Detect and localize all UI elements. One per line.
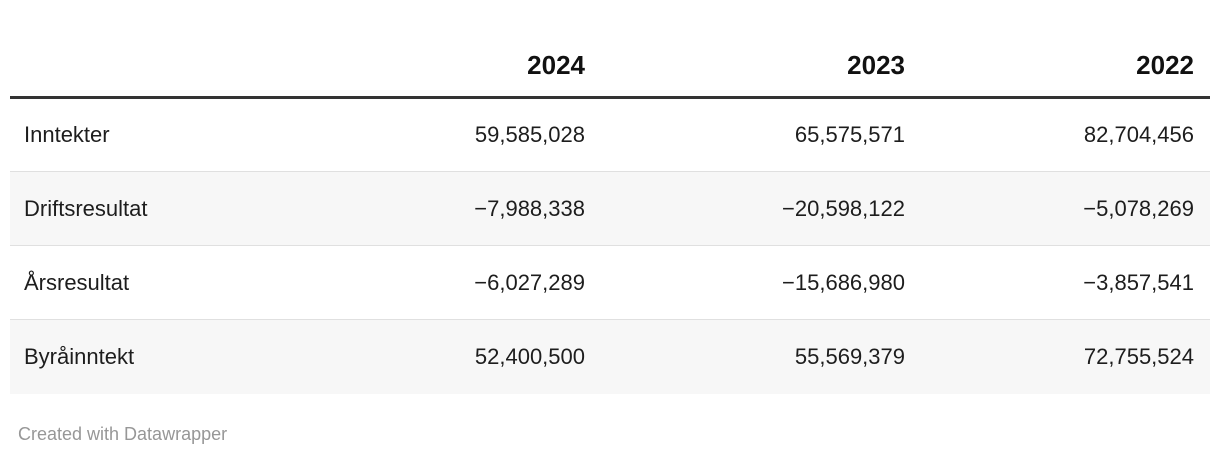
column-header-2022: 2022 [920,0,1210,99]
cell-value: −7,988,338 [474,195,585,221]
row-label: Inntekter [24,122,110,147]
row-label: Driftsresultat [24,195,148,221]
table-row-arsresultat: Årsresultat −6,027,289 −15,686,980 −3,85… [10,245,1210,320]
cell-value: 65,575,571 [794,122,905,147]
cell-value: −3,857,541 [1083,269,1194,295]
chart-footer: Created with Datawrapper [18,424,1210,445]
financial-table: 2024 2023 2022 Inntekter 59,585,028 65,5… [10,0,1210,394]
table-header-row: 2024 2023 2022 [10,0,1210,99]
cell-value: −20,598,122 [782,195,905,221]
cell-value: 52,400,500 [474,343,585,369]
table-chart-container: 2024 2023 2022 Inntekter 59,585,028 65,5… [10,0,1210,445]
cell-value: −15,686,980 [782,269,905,295]
column-header-empty [10,0,280,99]
column-header-2023: 2023 [600,0,920,99]
datawrapper-attribution-link[interactable]: Created with Datawrapper [18,423,228,444]
row-label: Byråinntekt [24,343,135,369]
cell-value: 59,585,028 [474,122,585,147]
table-row-inntekter: Inntekter 59,585,028 65,575,571 82,704,4… [10,98,1210,172]
cell-value: 55,569,379 [794,343,905,369]
cell-value: 72,755,524 [1083,343,1194,369]
cell-value: −6,027,289 [474,269,585,295]
cell-value: 82,704,456 [1083,122,1194,147]
cell-value: −5,078,269 [1083,195,1194,221]
row-label: Årsresultat [24,269,130,295]
table-row-byrainntekt: Byråinntekt 52,400,500 55,569,379 72,755… [10,319,1210,394]
table-row-driftsresultat: Driftsresultat −7,988,338 −20,598,122 −5… [10,171,1210,246]
column-header-2024: 2024 [280,0,600,99]
